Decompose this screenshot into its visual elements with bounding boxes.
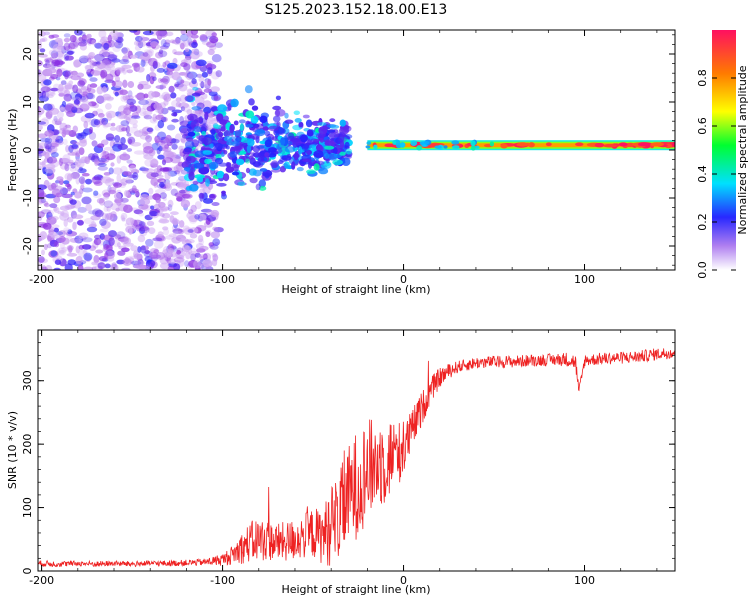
chart-title: S125.2023.152.18.00.E13: [265, 2, 448, 18]
colorbar-tick-label: 0.6: [696, 117, 709, 135]
snr-xtick-label: 0: [400, 574, 407, 587]
spectrogram-ytick-label: 20: [21, 47, 34, 61]
spectrogram-x-label: Height of straight line (km): [281, 283, 430, 296]
spectrogram-ytick-label: -20: [21, 237, 34, 255]
snr-ticks: -200 -100 0 100 0 100 200 300: [21, 329, 675, 587]
colorbar-tick-label: 0.0: [696, 261, 709, 279]
snr-x-label: Height of straight line (km): [281, 583, 430, 596]
snr-xtick-label: -100: [210, 574, 235, 587]
spectrogram-blobs: [38, 30, 353, 270]
snr-xtick-label: 100: [574, 574, 595, 587]
spectrogram-xtick-label: -200: [29, 273, 54, 286]
snr-xtick-label: -200: [29, 574, 54, 587]
colorbar-tick-label: 0.8: [696, 69, 709, 87]
snr-panel: -200 -100 0 100 0 100 200 300 Height of straigh…: [6, 329, 676, 596]
colorbar-label: Normalized spectral amplitude: [736, 65, 749, 234]
snr-ytick-label: 200: [21, 434, 34, 455]
colorbar-gradient: [712, 30, 736, 270]
spectrogram-ytick-label: 10: [21, 95, 34, 109]
snr-y-label: SNR (10 * v/v): [6, 411, 19, 489]
colorbar-tick-label: 0.4: [696, 165, 709, 183]
snr-series-line: [38, 348, 675, 568]
snr-frame: [37, 329, 676, 572]
spectrogram-xtick-label: 100: [574, 273, 595, 286]
spectrogram-y-label: Frequency (Hz): [6, 109, 19, 192]
spectrogram-ytick-label: 0: [21, 147, 34, 154]
snr-ytick-label: 0: [21, 568, 34, 575]
spectral-ridge: [365, 139, 675, 151]
colorbar-ticks: 0.0 0.2 0.4 0.6 0.8: [696, 69, 736, 279]
snr-ytick-label: 100: [21, 497, 34, 518]
spectrogram-ytick-label: -10: [21, 189, 34, 207]
snr-ytick-label: 300: [21, 370, 34, 391]
colorbar-tick-label: 0.2: [696, 213, 709, 231]
spectrogram-xtick-label: -100: [210, 273, 235, 286]
spectrogram-xtick-label: 0: [400, 273, 407, 286]
colorbar: 0.0 0.2 0.4 0.6 0.8 Normalized spectral ampl…: [696, 30, 749, 279]
